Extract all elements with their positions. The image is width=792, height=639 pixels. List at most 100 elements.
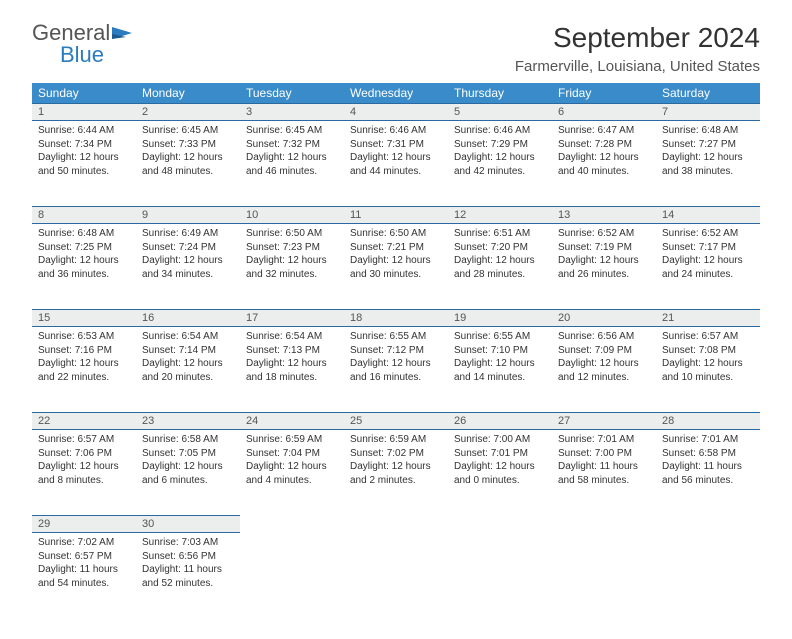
sunrise-line: Sunrise: 6:52 AM [662,227,754,241]
sunset-line: Sunset: 7:09 PM [558,344,650,358]
daylight-line: Daylight: 12 hours and 20 minutes. [142,357,234,384]
day-cell [552,533,656,619]
sunset-line: Sunset: 7:27 PM [662,138,754,152]
sunset-line: Sunset: 7:34 PM [38,138,130,152]
daylight-line: Daylight: 11 hours and 56 minutes. [662,460,754,487]
day-number: 5 [448,104,552,121]
sunset-line: Sunset: 7:23 PM [246,241,338,255]
day-detail: Sunrise: 6:47 AMSunset: 7:28 PMDaylight:… [552,121,656,182]
daylight-line: Daylight: 12 hours and 0 minutes. [454,460,546,487]
daylight-line: Daylight: 12 hours and 30 minutes. [350,254,442,281]
header: General Blue September 2024 Farmerville,… [32,22,760,75]
day-cell: Sunrise: 6:54 AMSunset: 7:14 PMDaylight:… [136,327,240,413]
day-row: Sunrise: 6:53 AMSunset: 7:16 PMDaylight:… [32,327,760,413]
day-number: 8 [32,207,136,224]
daylight-line: Daylight: 11 hours and 58 minutes. [558,460,650,487]
day-cell: Sunrise: 6:51 AMSunset: 7:20 PMDaylight:… [448,224,552,310]
sunrise-line: Sunrise: 6:50 AM [246,227,338,241]
day-detail: Sunrise: 6:55 AMSunset: 7:10 PMDaylight:… [448,327,552,388]
day-number: 2 [136,104,240,121]
day-cell [656,533,760,619]
day-number [448,516,552,533]
day-detail: Sunrise: 6:48 AMSunset: 7:27 PMDaylight:… [656,121,760,182]
daynum-row: 15161718192021 [32,310,760,327]
day-detail: Sunrise: 6:48 AMSunset: 7:25 PMDaylight:… [32,224,136,285]
sunset-line: Sunset: 6:56 PM [142,550,234,564]
sunrise-line: Sunrise: 6:44 AM [38,124,130,138]
day-number: 1 [32,104,136,121]
day-number: 30 [136,516,240,533]
day-detail: Sunrise: 6:50 AMSunset: 7:21 PMDaylight:… [344,224,448,285]
day-detail: Sunrise: 7:03 AMSunset: 6:56 PMDaylight:… [136,533,240,594]
day-header: Wednesday [344,83,448,104]
daylight-line: Daylight: 12 hours and 12 minutes. [558,357,650,384]
day-cell: Sunrise: 6:57 AMSunset: 7:08 PMDaylight:… [656,327,760,413]
day-header: Thursday [448,83,552,104]
day-detail: Sunrise: 6:56 AMSunset: 7:09 PMDaylight:… [552,327,656,388]
day-number: 7 [656,104,760,121]
location-text: Farmerville, Louisiana, United States [515,58,760,75]
sunset-line: Sunset: 7:28 PM [558,138,650,152]
daynum-row: 22232425262728 [32,413,760,430]
day-cell: Sunrise: 6:57 AMSunset: 7:06 PMDaylight:… [32,430,136,516]
day-detail: Sunrise: 6:54 AMSunset: 7:13 PMDaylight:… [240,327,344,388]
day-number: 16 [136,310,240,327]
sunrise-line: Sunrise: 7:02 AM [38,536,130,550]
daylight-line: Daylight: 12 hours and 48 minutes. [142,151,234,178]
day-cell: Sunrise: 6:56 AMSunset: 7:09 PMDaylight:… [552,327,656,413]
calendar-page: General Blue September 2024 Farmerville,… [0,0,792,639]
sunrise-line: Sunrise: 6:54 AM [142,330,234,344]
daylight-line: Daylight: 12 hours and 34 minutes. [142,254,234,281]
sunrise-line: Sunrise: 6:51 AM [454,227,546,241]
day-cell: Sunrise: 6:50 AMSunset: 7:21 PMDaylight:… [344,224,448,310]
day-detail: Sunrise: 6:45 AMSunset: 7:32 PMDaylight:… [240,121,344,182]
sunset-line: Sunset: 7:02 PM [350,447,442,461]
day-number: 27 [552,413,656,430]
day-header-row: SundayMondayTuesdayWednesdayThursdayFrid… [32,83,760,104]
logo-flag-icon [112,25,134,41]
sunrise-line: Sunrise: 7:01 AM [558,433,650,447]
sunrise-line: Sunrise: 6:54 AM [246,330,338,344]
day-detail: Sunrise: 7:01 AMSunset: 6:58 PMDaylight:… [656,430,760,491]
day-detail: Sunrise: 6:44 AMSunset: 7:34 PMDaylight:… [32,121,136,182]
day-cell: Sunrise: 6:45 AMSunset: 7:32 PMDaylight:… [240,121,344,207]
day-number: 26 [448,413,552,430]
logo-text-2: Blue [60,44,104,66]
day-detail: Sunrise: 6:53 AMSunset: 7:16 PMDaylight:… [32,327,136,388]
day-number: 22 [32,413,136,430]
day-number: 29 [32,516,136,533]
sunrise-line: Sunrise: 6:55 AM [454,330,546,344]
sunset-line: Sunset: 7:32 PM [246,138,338,152]
logo: General Blue [32,22,134,66]
day-cell: Sunrise: 6:47 AMSunset: 7:28 PMDaylight:… [552,121,656,207]
daylight-line: Daylight: 12 hours and 6 minutes. [142,460,234,487]
sunset-line: Sunset: 7:13 PM [246,344,338,358]
daylight-line: Daylight: 12 hours and 32 minutes. [246,254,338,281]
calendar-table: SundayMondayTuesdayWednesdayThursdayFrid… [32,83,760,619]
sunrise-line: Sunrise: 6:56 AM [558,330,650,344]
daylight-line: Daylight: 12 hours and 46 minutes. [246,151,338,178]
daylight-line: Daylight: 12 hours and 38 minutes. [662,151,754,178]
day-cell [344,533,448,619]
sunrise-line: Sunrise: 6:52 AM [558,227,650,241]
sunset-line: Sunset: 7:04 PM [246,447,338,461]
sunset-line: Sunset: 7:29 PM [454,138,546,152]
daylight-line: Daylight: 12 hours and 14 minutes. [454,357,546,384]
sunrise-line: Sunrise: 6:48 AM [662,124,754,138]
day-number [552,516,656,533]
daylight-line: Daylight: 12 hours and 22 minutes. [38,357,130,384]
day-cell: Sunrise: 6:49 AMSunset: 7:24 PMDaylight:… [136,224,240,310]
daylight-line: Daylight: 12 hours and 18 minutes. [246,357,338,384]
day-number: 6 [552,104,656,121]
day-number: 14 [656,207,760,224]
day-detail: Sunrise: 6:50 AMSunset: 7:23 PMDaylight:… [240,224,344,285]
daylight-line: Daylight: 12 hours and 10 minutes. [662,357,754,384]
sunset-line: Sunset: 7:06 PM [38,447,130,461]
day-header: Monday [136,83,240,104]
day-number: 24 [240,413,344,430]
sunrise-line: Sunrise: 6:48 AM [38,227,130,241]
day-detail: Sunrise: 6:59 AMSunset: 7:02 PMDaylight:… [344,430,448,491]
daylight-line: Daylight: 12 hours and 36 minutes. [38,254,130,281]
sunrise-line: Sunrise: 6:46 AM [454,124,546,138]
sunset-line: Sunset: 7:25 PM [38,241,130,255]
